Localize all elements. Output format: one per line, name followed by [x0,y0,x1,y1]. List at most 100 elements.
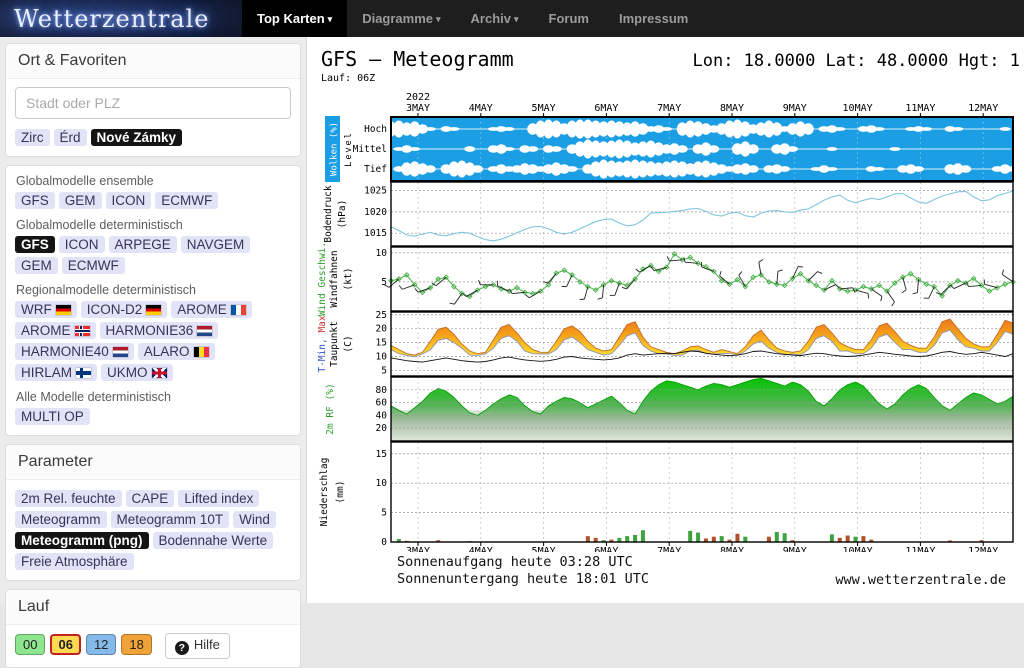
nav-item-diagramme[interactable]: Diagramme▾ [347,0,455,37]
parameter-meteogramm-button[interactable]: Meteogramm [15,511,107,528]
flag-fi-icon [76,368,91,378]
flag-nl-icon [197,326,212,336]
model-button-row: MULTI OP [15,406,291,427]
lauf-card-title: Lauf [6,590,300,625]
svg-text:Mittel: Mittel [353,144,387,155]
svg-text:15: 15 [376,449,387,460]
location-card-title: Ort & Favoriten [6,44,300,79]
svg-text:Windfahnen: Windfahnen [329,250,340,307]
svg-text:20: 20 [376,324,388,335]
model-hirlam-button[interactable]: HIRLAM [15,364,97,381]
logo[interactable]: Wetterzentrale [0,0,242,37]
svg-text:8MAY: 8MAY [720,546,744,552]
svg-text:10MAY: 10MAY [843,103,873,114]
model-ukmo-button[interactable]: UKMO [101,364,173,381]
parameter-lifted-index-button[interactable]: Lifted index [178,490,259,507]
svg-text:6MAY: 6MAY [594,546,618,552]
run-12-button[interactable]: 12 [86,634,116,655]
svg-text:6MAY: 6MAY [594,103,618,114]
svg-text:Wolken (%): Wolken (%) [330,122,340,176]
parameter-freie-atmosph-re-button[interactable]: Freie Atmosphäre [15,553,134,570]
svg-text:(mm): (mm) [335,481,346,504]
model-alaro-button[interactable]: ALARO [138,343,215,360]
logo-text: Wetterzentrale [14,5,210,33]
parameter-cape-button[interactable]: CAPE [126,490,175,507]
run-00-button[interactable]: 00 [15,634,45,655]
svg-text:Tief: Tief [364,164,387,175]
flag-de-icon [146,305,161,315]
svg-text:2022: 2022 [406,92,430,103]
svg-text:1020: 1020 [364,207,387,218]
model-ecmwf-button[interactable]: ECMWF [155,192,218,209]
svg-text:10MAY: 10MAY [843,546,873,552]
svg-text:10: 10 [376,248,388,259]
model-arome-button[interactable]: AROME [15,322,96,339]
svg-text:12MAY: 12MAY [968,546,998,552]
nav-item-forum[interactable]: Forum [534,0,604,37]
svg-text:2m RF (%): 2m RF (%) [325,383,336,434]
model-navgem-button[interactable]: NAVGEM [181,236,251,253]
model-multi-op-button[interactable]: MULTI OP [15,408,90,425]
svg-text:(C): (C) [343,335,354,352]
sunrise-text: Sonnenaufgang heute 03:28 UTC [397,554,1024,571]
model-gfs-button[interactable]: GFS [15,236,55,253]
chart-coordinates: Lon: 18.0000 Lat: 48.0000 Hgt: 1 [692,51,1020,71]
run-06-button[interactable]: 06 [50,634,80,655]
svg-text:Wind Geschwi.: Wind Geschwi. [317,242,328,316]
favorite-nov-z-mky-button[interactable]: Nové Zámky [91,129,183,146]
chevron-down-icon: ▾ [328,14,333,24]
model-harmonie40-button[interactable]: HARMONIE40 [15,343,134,360]
model-arpege-button[interactable]: ARPEGE [109,236,177,253]
svg-text:(hPa): (hPa) [337,200,348,229]
site-link[interactable]: www.wetterzentrale.de [835,572,1006,588]
parameter-wind-button[interactable]: Wind [233,511,276,528]
parameter-meteogramm-10t-button[interactable]: Meteogramm 10T [111,511,230,528]
parameter-meteogramm-png-button[interactable]: Meteogramm (png) [15,532,149,549]
question-mark-icon: ? [175,641,189,655]
flag-no-icon [75,326,90,336]
svg-text:7MAY: 7MAY [657,546,681,552]
model-section-label: Globalmodelle deterministisch [16,218,291,232]
model-icon-d2-button[interactable]: ICON-D2 [81,301,168,318]
flag-de-icon [56,305,71,315]
model-gem-button[interactable]: GEM [15,257,58,274]
flag-uk-icon [152,368,167,378]
run-18-button[interactable]: 18 [121,634,151,655]
parameter-bodennahe-werte-button[interactable]: Bodennahe Werte [153,532,274,549]
svg-text:10: 10 [376,478,388,489]
nav-item-archiv[interactable]: Archiv▾ [456,0,534,37]
svg-text:5: 5 [381,508,387,519]
favorite-rd-button[interactable]: Érd [54,129,87,146]
svg-text:T-Min, Max: T-Min, Max [317,315,328,372]
flag-nl-icon [113,347,128,357]
help-button[interactable]: ?Hilfe [165,633,230,659]
nav-item-top-karten[interactable]: Top Karten▾ [242,0,347,37]
model-harmonie36-button[interactable]: HARMONIE36 [100,322,219,339]
svg-text:0: 0 [381,537,387,548]
meteogram-chart: 3MAY3MAY4MAY4MAY5MAY5MAY6MAY6MAY7MAY7MAY… [313,84,1024,552]
svg-text:Bodendruck: Bodendruck [323,185,334,242]
model-wrf-button[interactable]: WRF [15,301,77,318]
model-icon-button[interactable]: ICON [59,236,105,253]
main-content: GFS — Meteogramm Lon: 18.0000 Lat: 48.00… [307,37,1024,603]
favorite-zirc-button[interactable]: Zirc [15,129,50,146]
model-gem-button[interactable]: GEM [59,192,102,209]
chart-run-label: Lauf: 06Z [321,73,1024,84]
model-ecmwf-button[interactable]: ECMWF [62,257,125,274]
model-gfs-button[interactable]: GFS [15,192,55,209]
parameter-2m-rel-feuchte-button[interactable]: 2m Rel. feuchte [15,490,122,507]
nav-item-impressum[interactable]: Impressum [604,0,703,37]
svg-text:3MAY: 3MAY [406,103,430,114]
model-arome-button[interactable]: AROME [171,301,252,318]
search-input[interactable] [15,87,291,119]
chevron-down-icon: ▾ [436,14,441,24]
model-icon-button[interactable]: ICON [106,192,152,209]
flag-be-icon [194,347,209,357]
model-section-label: Globalmodelle ensemble [16,174,291,188]
flag-fr-icon [231,305,246,315]
svg-text:20: 20 [376,423,388,434]
